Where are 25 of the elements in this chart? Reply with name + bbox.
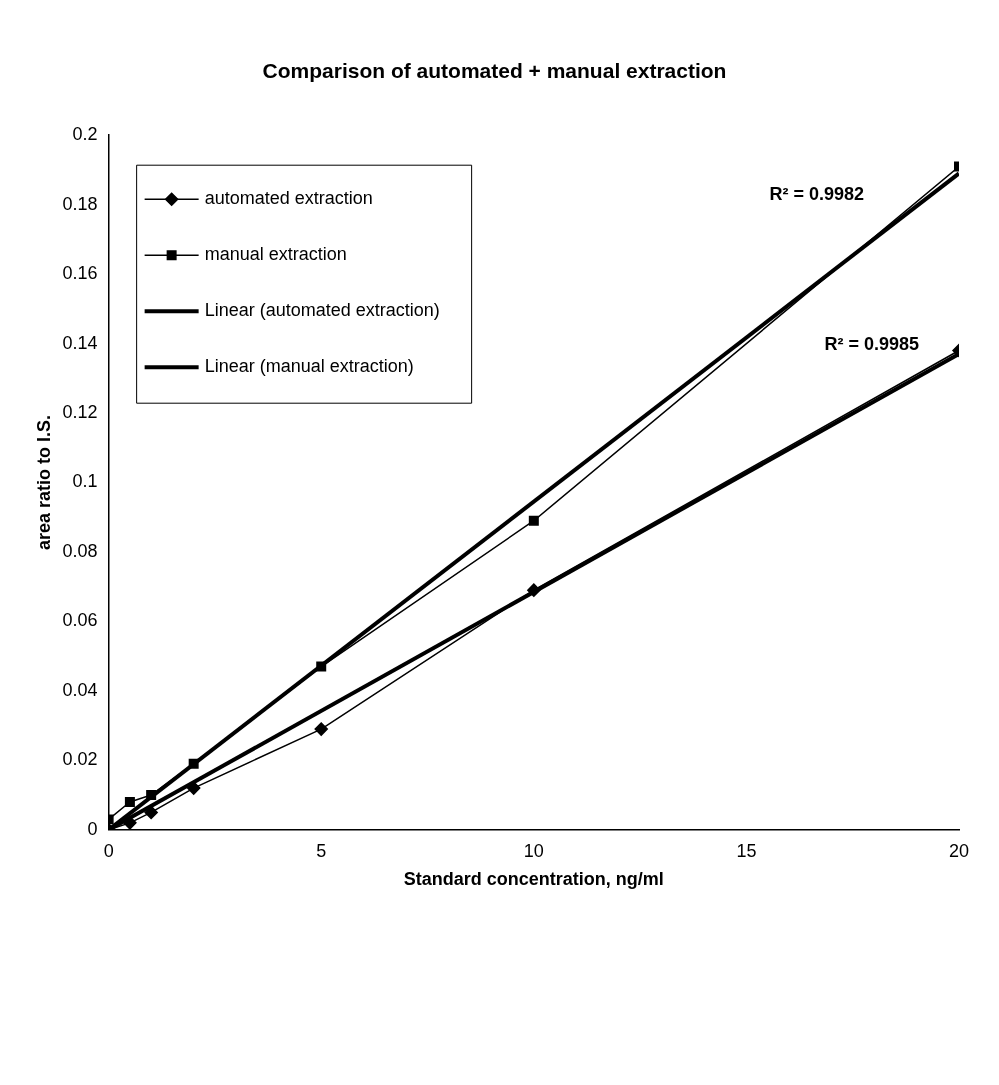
y-tick-label: 0.08 (62, 540, 98, 561)
y-axis-title: area ratio to I.S. (33, 414, 54, 551)
y-tick-label: 0.12 (62, 402, 98, 423)
annotation: R² = 0.9982 (769, 184, 864, 205)
y-tick-label: 0 (87, 818, 98, 839)
y-tick-label: 0.2 (72, 124, 98, 145)
legend-label: automated extraction (204, 188, 373, 209)
legend-label: manual extraction (204, 244, 347, 265)
legend-label: Linear (manual extraction) (204, 356, 414, 377)
y-tick-label: 0.14 (62, 332, 98, 353)
chart-title: Comparison of automated + manual extraction (262, 59, 727, 83)
annotation: R² = 0.9985 (824, 334, 919, 355)
x-tick-label: 15 (736, 840, 757, 861)
y-tick-label: 0.06 (62, 610, 98, 631)
x-tick-label: 0 (103, 840, 114, 861)
y-tick-label: 0.04 (62, 679, 98, 700)
x-tick-label: 20 (948, 840, 970, 861)
y-tick-label: 0.16 (62, 263, 98, 284)
x-axis-title: Standard concentration, ng/ml (403, 869, 664, 890)
x-tick-label: 10 (523, 840, 544, 861)
x-tick-label: 5 (316, 840, 327, 861)
y-tick-label: 0.02 (62, 749, 98, 770)
y-tick-label: 0.1 (72, 471, 98, 492)
legend-label: Linear (automated extraction) (204, 300, 440, 321)
y-tick-label: 0.18 (62, 193, 98, 214)
